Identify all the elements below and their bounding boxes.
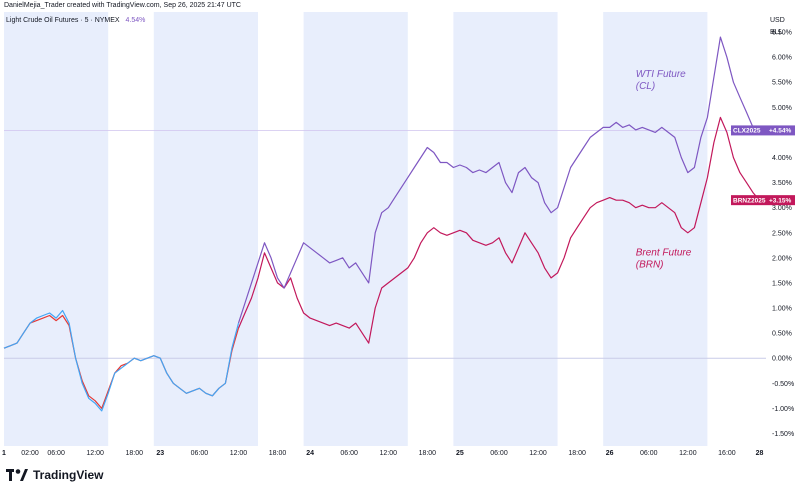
y-tick-label: 1.00% (772, 306, 792, 313)
x-tick-label: 26 (606, 450, 614, 457)
series-annotation-0: WTI Future (CL) (636, 69, 686, 92)
y-tick-label: 2.00% (772, 255, 792, 262)
y-tick-label: 0.00% (772, 356, 792, 363)
x-tick-label: 18:00 (568, 450, 586, 457)
y-tick-label: 2.50% (772, 230, 792, 237)
series-line-1 (237, 116, 760, 344)
annotation-line: (CL) (636, 81, 655, 92)
legend-symbol-name: Light Crude Oil Futures · 5 · NYMEX (6, 17, 120, 24)
brand-name: TradingView (33, 468, 104, 482)
x-tick-label: 12:00 (379, 450, 397, 457)
x-tick-label: 1 (2, 450, 6, 457)
last-price-tags: CLX2025 +4.54% BRNZ2025 +3.15% (731, 125, 795, 206)
x-tick-label: 06:00 (191, 450, 209, 457)
x-tick-label: 18:00 (419, 450, 437, 457)
series-tag-name: BRNZ2025 (733, 197, 766, 204)
y-tick-label: -0.50% (772, 381, 794, 388)
y-tick-label: 3.50% (772, 180, 792, 187)
series-tag-value: +4.54% (769, 128, 791, 135)
session-band (453, 12, 558, 446)
y-tick-label: 6.00% (772, 55, 792, 62)
legend-symbol: Light Crude Oil Futures · 5 · NYMEX 4.54… (6, 17, 145, 24)
y-tick-label: 5.50% (772, 80, 792, 87)
series-tag-value-box (767, 125, 795, 136)
x-tick-label: 12:00 (529, 450, 547, 457)
x-tick-label: 02:00 (21, 450, 39, 457)
annotation-line: WTI Future (636, 69, 686, 80)
session-bands (4, 12, 708, 446)
annotation-line: (BRN) (636, 259, 664, 270)
y-tick-label: -1.00% (772, 406, 794, 413)
x-tick-label: 23 (156, 450, 164, 457)
symbol-legend[interactable]: Light Crude Oil Futures · 5 · NYMEX 4.54… (6, 17, 145, 24)
y-tick-label: 6.50% (772, 30, 792, 37)
price-axis[interactable]: USD BLL -1.50% -1.00% -0.50% 0.00% 0.50% 1.00… (770, 17, 794, 438)
x-tick-label: 12:00 (230, 450, 248, 457)
price-series (3, 36, 760, 412)
x-tick-label: 12:00 (86, 450, 104, 457)
series-line-pre-0 (3, 309, 240, 412)
session-band (4, 12, 109, 446)
y-tick-label: 5.00% (772, 105, 792, 112)
x-tick-label: 18:00 (125, 450, 143, 457)
x-tick-label: 28 (756, 450, 764, 457)
brand-logo[interactable]: TradingView (6, 468, 103, 482)
x-tick-label: 06:00 (640, 450, 658, 457)
y-tick-label: 3.00% (772, 205, 792, 212)
x-tick-label: 06:00 (47, 450, 65, 457)
axis-unit: BLL (770, 29, 783, 36)
x-tick-label: 16:00 (718, 450, 736, 457)
legend-change: 4.54% (126, 17, 146, 24)
y-tick-label: 1.50% (772, 280, 792, 287)
chart-attribution: DanielMejia_Trader created with TradingV… (4, 2, 241, 9)
x-tick-label: 24 (306, 450, 314, 457)
x-tick-label: 18:00 (269, 450, 287, 457)
tradingview-logo-icon (6, 469, 28, 481)
series-annotations: WTI Future (CL) Brent Future (BRN) (636, 69, 692, 270)
y-tick-label: 4.00% (772, 155, 792, 162)
series-tag-name-box (731, 125, 767, 136)
attribution-text: DanielMejia_Trader created with TradingV… (4, 2, 241, 9)
session-band (153, 12, 258, 446)
session-band (303, 12, 408, 446)
series-annotation-1: Brent Future (BRN) (636, 247, 692, 270)
axis-currency: USD (770, 17, 785, 24)
x-tick-label: 12:00 (679, 450, 697, 457)
series-line-0 (237, 36, 760, 324)
y-tick-label: 0.50% (772, 331, 792, 338)
series-tag-name-box (731, 195, 767, 206)
annotation-line: Brent Future (636, 247, 692, 258)
time-axis[interactable]: 1 02:00 06:00 12:00 18:00 23 06:00 12:00 18:00 24… (2, 450, 763, 457)
series-tag-name: CLX2025 (733, 128, 761, 135)
series-tag-value: +3.15% (769, 197, 791, 204)
y-tick-label: -1.50% (772, 431, 794, 438)
x-tick-label: 25 (456, 450, 464, 457)
zero-line (4, 130, 766, 359)
x-tick-label: 06:00 (340, 450, 358, 457)
session-band (603, 12, 708, 446)
series-tag-value-box (767, 195, 795, 206)
x-tick-label: 06:00 (490, 450, 508, 457)
